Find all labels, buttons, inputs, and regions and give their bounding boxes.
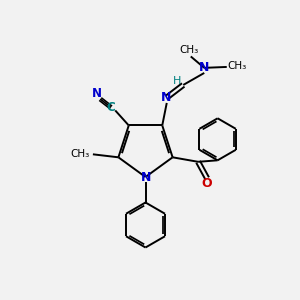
Text: CH₃: CH₃ [71,149,90,159]
Text: C: C [107,101,116,114]
Text: CH₃: CH₃ [228,61,247,71]
Text: H: H [172,76,181,86]
Text: CH₃: CH₃ [180,45,199,55]
Text: N: N [141,171,151,184]
Text: N: N [161,91,171,104]
Text: N: N [199,61,209,74]
Text: O: O [202,177,212,190]
Text: N: N [92,87,102,100]
